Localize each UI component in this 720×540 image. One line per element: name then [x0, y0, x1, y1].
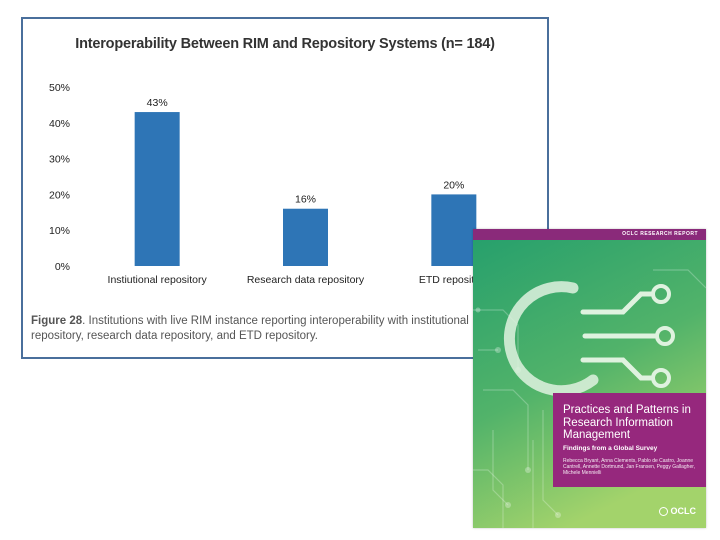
x-tick-label: Instiutional repository [108, 274, 208, 286]
oclc-logo-icon [658, 506, 668, 516]
data-label: 20% [443, 179, 464, 191]
cover-authors: Rebecca Bryant, Anna Clements, Pablo de … [563, 457, 696, 476]
x-tick-label: Research data repository [247, 274, 365, 286]
figure-caption: Figure 28. Institutions with live RIM in… [31, 314, 481, 344]
cover-subtitle: Findings from a Global Survey [563, 444, 658, 452]
cover-title: Practices and Patterns in Research Infor… [563, 404, 691, 441]
oclc-logo: OCLC [658, 506, 697, 516]
caption-text: . Institutions with live RIM instance re… [31, 315, 469, 342]
y-tick-label: 20% [49, 189, 70, 201]
y-tick-label: 10% [49, 225, 70, 237]
cover-kicker: OCLC RESEARCH REPORT [622, 231, 698, 237]
x-tick-label: ETD repository [419, 274, 490, 286]
figure-label: Figure 28 [31, 315, 83, 327]
data-label: 16% [295, 194, 316, 206]
bar [431, 194, 477, 266]
bar-chart: 0% 10% 20% 30% 40% 50% 43% Instiutional reposit… [49, 82, 490, 286]
data-label: 43% [147, 97, 168, 109]
bar [134, 112, 180, 266]
y-tick-label: 40% [49, 118, 70, 130]
report-cover: OCLC RESEARCH REPORT Practices and Patte… [473, 229, 706, 528]
y-tick-label: 50% [49, 82, 70, 94]
chart-title: Interoperability Between RIM and Reposit… [75, 36, 495, 52]
y-tick-label: 0% [55, 261, 70, 273]
y-tick-label: 30% [49, 154, 70, 166]
bar [283, 208, 328, 266]
cover-top-band [473, 229, 706, 240]
cover-title-box: Practices and Patterns in Research Infor… [553, 393, 706, 487]
chart-card: Interoperability Between RIM and Reposit… [21, 17, 549, 359]
oclc-logo-text: OCLC [670, 506, 697, 516]
